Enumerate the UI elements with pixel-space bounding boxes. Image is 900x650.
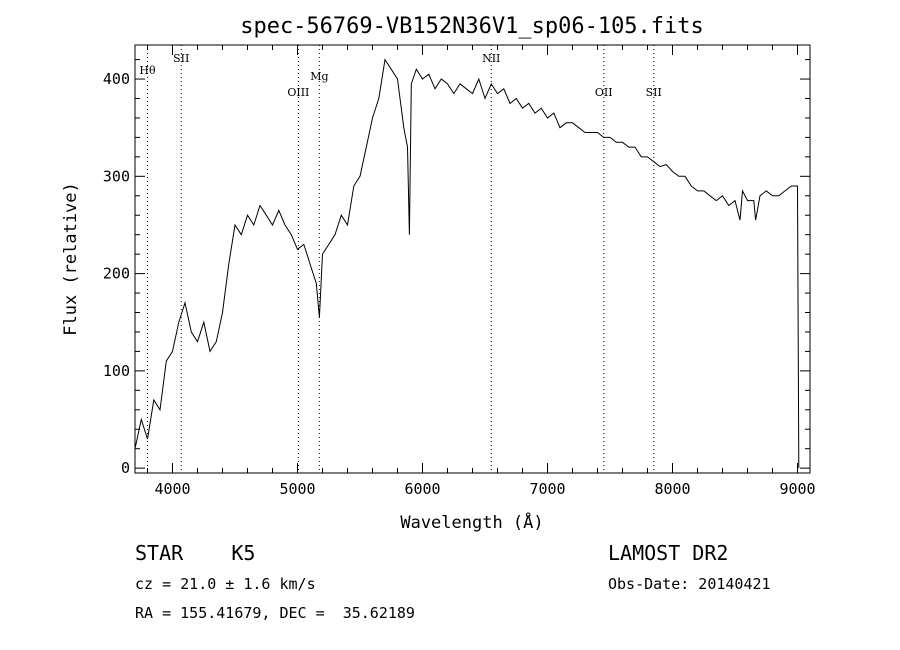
plot-frame bbox=[134, 44, 811, 474]
coordinates: RA = 155.41679, DEC = 35.62189 bbox=[135, 604, 415, 622]
x-axis-label: Wavelength (Å) bbox=[400, 511, 543, 533]
line-marker-label: OII bbox=[595, 86, 613, 99]
redshift-cz: cz = 21.0 ± 1.6 km/s bbox=[135, 575, 316, 593]
line-marker-label: SII bbox=[646, 86, 662, 99]
y-tick-label: 200 bbox=[103, 265, 130, 283]
x-tick-label: 7000 bbox=[529, 480, 565, 498]
x-tick-label: 4000 bbox=[154, 480, 190, 498]
y-tick-label: 0 bbox=[121, 459, 130, 477]
line-marker-label: SII bbox=[173, 52, 189, 65]
x-tick-label: 9000 bbox=[779, 480, 815, 498]
line-marker-label: Hθ bbox=[139, 64, 156, 77]
object-class: STAR K5 bbox=[135, 541, 256, 565]
survey-name: LAMOST DR2 bbox=[608, 541, 729, 565]
y-tick-label: 100 bbox=[103, 362, 130, 380]
x-tick-label: 6000 bbox=[404, 480, 440, 498]
observation-date: Obs-Date: 20140421 bbox=[608, 575, 771, 593]
line-marker-label: NII bbox=[482, 52, 500, 65]
y-tick-label: 400 bbox=[103, 70, 130, 88]
y-tick-label: 300 bbox=[103, 167, 130, 185]
x-tick-label: 8000 bbox=[654, 480, 690, 498]
y-axis-ticks: 0 100 200 300 400 bbox=[103, 59, 810, 477]
chart-title: spec-56769-VB152N36V1_sp06-105.fits bbox=[240, 14, 704, 39]
line-marker-label: Mg bbox=[310, 70, 328, 83]
y-axis-label: Flux (relative) bbox=[61, 182, 81, 336]
line-marker-label: OIII bbox=[287, 86, 309, 99]
x-axis-ticks: 4000 5000 6000 7000 8000 9000 bbox=[147, 45, 816, 498]
spectrum-line bbox=[134, 58, 800, 469]
x-tick-label: 5000 bbox=[279, 480, 315, 498]
